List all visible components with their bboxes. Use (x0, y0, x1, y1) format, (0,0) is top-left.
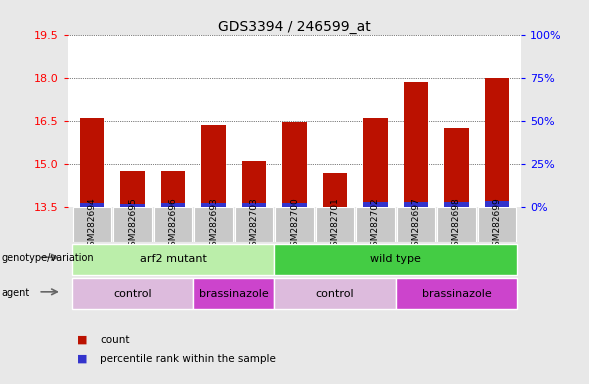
FancyBboxPatch shape (396, 207, 435, 242)
FancyBboxPatch shape (396, 278, 517, 310)
Bar (201, 204, 226, 207)
Bar (444, 202, 469, 207)
FancyBboxPatch shape (113, 207, 152, 242)
Text: GSM282697: GSM282697 (412, 197, 421, 252)
Text: GSM282695: GSM282695 (128, 197, 137, 252)
Bar (282, 122, 307, 207)
Bar (485, 201, 509, 207)
Bar (80, 203, 104, 207)
Bar (161, 171, 185, 207)
Bar (404, 202, 428, 207)
FancyBboxPatch shape (437, 207, 476, 242)
FancyBboxPatch shape (72, 244, 274, 275)
FancyBboxPatch shape (274, 278, 396, 310)
Bar (363, 202, 388, 207)
Text: control: control (316, 289, 355, 299)
Bar (201, 125, 226, 207)
Text: ■: ■ (77, 354, 87, 364)
FancyBboxPatch shape (154, 207, 193, 242)
Text: GSM282694: GSM282694 (88, 197, 97, 252)
FancyBboxPatch shape (72, 278, 193, 310)
Text: brassinazole: brassinazole (199, 289, 269, 299)
Bar (80, 118, 104, 207)
Text: percentile rank within the sample: percentile rank within the sample (100, 354, 276, 364)
Bar (242, 204, 266, 207)
Text: GSM282700: GSM282700 (290, 197, 299, 252)
Text: GSM282701: GSM282701 (330, 197, 339, 252)
Bar (282, 204, 307, 207)
FancyBboxPatch shape (72, 207, 111, 242)
Title: GDS3394 / 246599_at: GDS3394 / 246599_at (218, 20, 371, 33)
FancyBboxPatch shape (274, 244, 517, 275)
Bar (161, 203, 185, 207)
FancyBboxPatch shape (234, 207, 273, 242)
Text: GSM282699: GSM282699 (492, 197, 501, 252)
Bar (404, 82, 428, 207)
Bar (242, 161, 266, 207)
Text: ■: ■ (77, 335, 87, 345)
Bar (363, 118, 388, 207)
FancyBboxPatch shape (316, 207, 355, 242)
FancyBboxPatch shape (356, 207, 395, 242)
Text: GSM282693: GSM282693 (209, 197, 218, 252)
FancyBboxPatch shape (275, 207, 314, 242)
Text: GSM282698: GSM282698 (452, 197, 461, 252)
Bar (444, 128, 469, 207)
FancyBboxPatch shape (478, 207, 517, 242)
Text: GSM282696: GSM282696 (168, 197, 177, 252)
Text: brassinazole: brassinazole (422, 289, 491, 299)
Text: genotype/variation: genotype/variation (1, 253, 94, 263)
Text: agent: agent (1, 288, 29, 298)
FancyBboxPatch shape (194, 207, 233, 242)
Text: control: control (113, 289, 152, 299)
Bar (120, 204, 145, 207)
Text: arf2 mutant: arf2 mutant (140, 254, 207, 264)
Text: count: count (100, 335, 130, 345)
Bar (323, 173, 347, 207)
Text: GSM282702: GSM282702 (371, 197, 380, 252)
FancyBboxPatch shape (193, 278, 274, 310)
Bar (485, 78, 509, 207)
Text: GSM282703: GSM282703 (250, 197, 259, 252)
Bar (120, 171, 145, 207)
Text: wild type: wild type (370, 254, 421, 264)
